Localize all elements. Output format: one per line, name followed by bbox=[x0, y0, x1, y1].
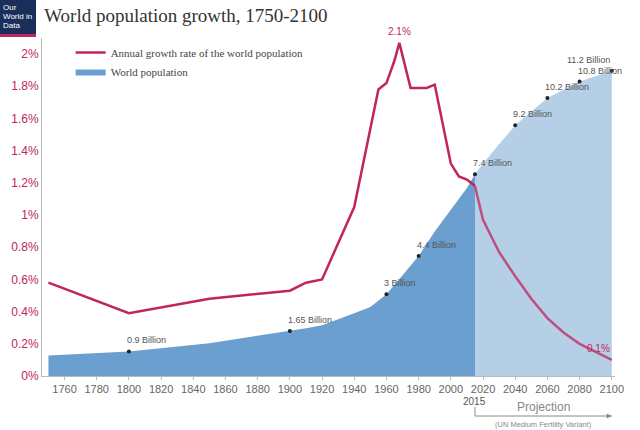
svg-text:1760: 1760 bbox=[52, 383, 76, 395]
svg-text:7.4 Billion: 7.4 Billion bbox=[473, 158, 512, 168]
svg-text:1840: 1840 bbox=[181, 383, 205, 395]
svg-text:3 Billion: 3 Billion bbox=[384, 278, 416, 288]
svg-text:World population growth, 1750-: World population growth, 1750-2100 bbox=[44, 5, 327, 26]
svg-text:4.4 Billion: 4.4 Billion bbox=[417, 240, 456, 250]
svg-text:1.4%: 1.4% bbox=[11, 144, 39, 158]
svg-text:2020: 2020 bbox=[471, 383, 495, 395]
svg-text:1880: 1880 bbox=[245, 383, 269, 395]
svg-text:1920: 1920 bbox=[310, 383, 334, 395]
svg-text:1.8%: 1.8% bbox=[11, 79, 39, 93]
svg-text:2040: 2040 bbox=[503, 383, 527, 395]
svg-text:1960: 1960 bbox=[374, 383, 398, 395]
svg-text:2060: 2060 bbox=[535, 383, 559, 395]
svg-text:1980: 1980 bbox=[406, 383, 430, 395]
svg-text:World population: World population bbox=[111, 66, 189, 78]
svg-text:2100: 2100 bbox=[600, 383, 624, 395]
svg-text:(UN Medium Fertility Variant): (UN Medium Fertility Variant) bbox=[495, 420, 592, 429]
svg-text:2%: 2% bbox=[21, 47, 39, 61]
svg-text:1820: 1820 bbox=[149, 383, 173, 395]
svg-text:1.6%: 1.6% bbox=[11, 112, 39, 126]
svg-text:0.9 Billion: 0.9 Billion bbox=[127, 335, 166, 345]
svg-text:0.2%: 0.2% bbox=[11, 337, 39, 351]
svg-text:1900: 1900 bbox=[278, 383, 302, 395]
svg-text:1940: 1940 bbox=[342, 383, 366, 395]
svg-text:11.2 Billion: 11.2 Billion bbox=[567, 55, 610, 65]
svg-text:1.2%: 1.2% bbox=[11, 176, 39, 190]
svg-text:Annual growth rate of the worl: Annual growth rate of the world populati… bbox=[111, 47, 303, 59]
svg-text:2000: 2000 bbox=[439, 383, 463, 395]
svg-text:1.65 Billion: 1.65 Billion bbox=[288, 315, 332, 325]
svg-text:1%: 1% bbox=[21, 208, 39, 222]
svg-text:0.4%: 0.4% bbox=[11, 305, 39, 319]
svg-text:2080: 2080 bbox=[567, 383, 591, 395]
svg-text:1860: 1860 bbox=[213, 383, 237, 395]
svg-text:Projection: Projection bbox=[517, 400, 570, 414]
svg-text:0.1%: 0.1% bbox=[587, 343, 610, 354]
svg-text:1780: 1780 bbox=[84, 383, 108, 395]
html-text:Our World in Data: Our World in Data bbox=[3, 3, 33, 30]
svg-text:0.6%: 0.6% bbox=[11, 273, 39, 287]
svg-text:1800: 1800 bbox=[117, 383, 141, 395]
svg-text:2015: 2015 bbox=[463, 396, 486, 407]
svg-text:9.2 Billion: 9.2 Billion bbox=[513, 109, 552, 119]
svg-text:0%: 0% bbox=[21, 369, 39, 383]
svg-text:10.2 Billion: 10.2 Billion bbox=[545, 82, 589, 92]
svg-text:0.8%: 0.8% bbox=[11, 240, 39, 254]
svg-text:2.1%: 2.1% bbox=[388, 26, 411, 37]
svg-text:10.8 Billion: 10.8 Billion bbox=[578, 66, 622, 76]
